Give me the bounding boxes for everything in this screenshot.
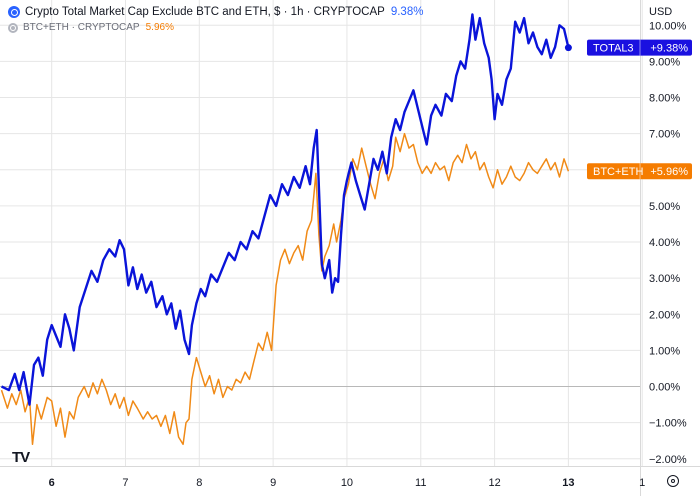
y-tick-label: 3.00% bbox=[649, 273, 680, 285]
legend-main-value: 9.38% bbox=[390, 6, 424, 18]
y-tick-label: 0.00% bbox=[649, 382, 680, 394]
x-tick-label: 9 bbox=[270, 477, 276, 489]
x-tick-label: 10 bbox=[341, 477, 353, 489]
y-tick-label: −1.00% bbox=[649, 418, 687, 430]
y-tick-label: 4.00% bbox=[649, 237, 680, 249]
x-axis[interactable]: 6 7 8 9 10 11 12 13 1 bbox=[49, 477, 646, 489]
series-lines bbox=[0, 13, 572, 446]
cryptocap-logo-icon bbox=[8, 22, 18, 33]
y-tick-label: 9.00% bbox=[649, 56, 680, 68]
y-tick-label: 10.00% bbox=[649, 20, 687, 32]
last-value-tag-name: BTC+ETH bbox=[593, 166, 643, 178]
x-tick-label: 11 bbox=[415, 477, 426, 489]
x-tick-label: 1 bbox=[639, 477, 645, 489]
last-value-tag-name: TOTAL3 bbox=[593, 43, 634, 55]
legend-sub-row[interactable]: BTC+ETH · CRYPTOCAP 5.96% bbox=[8, 22, 174, 33]
legend-sub-value: 5.96% bbox=[145, 22, 174, 33]
legend-sub-title: BTC+ETH · CRYPTOCAP bbox=[23, 22, 140, 33]
total3-last-point bbox=[564, 44, 572, 52]
last-value-tag: TOTAL3 +9.38% bbox=[587, 39, 692, 56]
x-tick-label: 13 bbox=[562, 477, 574, 489]
y-tick-label: 1.00% bbox=[649, 345, 680, 357]
legend-main-title: Crypto Total Market Cap Exclude BTC and … bbox=[25, 6, 385, 18]
last-value-tags: TOTAL3 +9.38% BTC+ETH +5.96% bbox=[587, 39, 692, 180]
cryptocap-logo-icon bbox=[8, 6, 20, 18]
x-tick-label: 8 bbox=[196, 477, 202, 489]
tradingview-logo-icon[interactable]: TV bbox=[12, 449, 30, 466]
legend-main-row[interactable]: Crypto Total Market Cap Exclude BTC and … bbox=[8, 6, 423, 18]
x-tick-label: 7 bbox=[122, 477, 128, 489]
y-axis[interactable]: 10.00%9.00%8.00%7.00%6.00%5.00%4.00%3.00… bbox=[649, 20, 687, 465]
x-tick-label: 12 bbox=[488, 477, 500, 489]
y-tick-label: 8.00% bbox=[649, 93, 680, 105]
x-tick-label: 6 bbox=[49, 477, 55, 489]
y-tick-label: 5.00% bbox=[649, 201, 680, 213]
settings-icon[interactable] bbox=[667, 475, 679, 487]
currency-label[interactable]: USD bbox=[649, 6, 673, 18]
y-tick-label: 7.00% bbox=[649, 129, 680, 141]
total3-line[interactable] bbox=[0, 13, 570, 406]
btceth-line[interactable] bbox=[0, 132, 570, 446]
last-value-tag-value: +5.96% bbox=[650, 166, 688, 178]
y-tick-label: 2.00% bbox=[649, 309, 680, 321]
last-value-tag: BTC+ETH +5.96% bbox=[587, 163, 692, 180]
y-tick-label: −2.00% bbox=[649, 454, 687, 466]
last-value-tag-value: +9.38% bbox=[650, 43, 688, 55]
